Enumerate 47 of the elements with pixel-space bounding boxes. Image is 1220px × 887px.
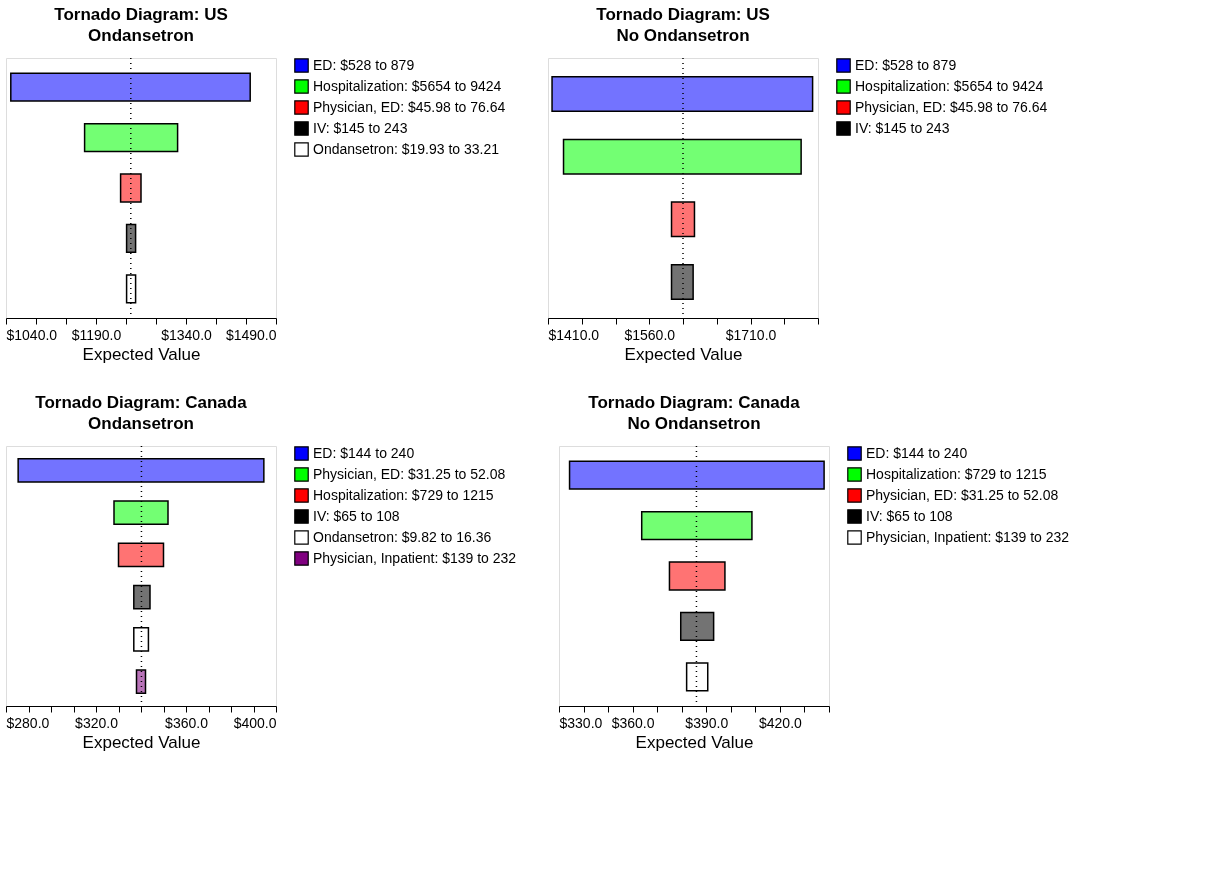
legend-label: Physician, ED: $45.98 to 76.64 [313, 98, 506, 115]
x-axis-title: Expected Value [624, 344, 743, 364]
legend-label: IV: $145 to 243 [855, 119, 950, 136]
legend-label: Physician, ED: $31.25 to 52.08 [313, 465, 506, 482]
x-tick-label: $1560.0 [624, 326, 676, 343]
legend-label: Hospitalization: $5654 to 9424 [313, 77, 502, 94]
legend-label: Ondansetron: $9.82 to 16.36 [313, 528, 492, 545]
x-tick-label: $1410.0 [548, 326, 600, 343]
legend-label: Hospitalization: $5654 to 9424 [855, 77, 1044, 94]
legend-label: ED: $144 to 240 [313, 444, 415, 461]
chart-subtitle: No Ondansetron [627, 414, 761, 434]
chart-subtitle: Ondansetron [88, 414, 194, 434]
x-axis-title: Expected Value [82, 344, 201, 364]
legend-label: IV: $65 to 108 [313, 507, 400, 524]
chart-title: Tornado Diagram: US [596, 5, 770, 25]
legend-label: Hospitalization: $729 to 1215 [313, 486, 494, 503]
chart-title: Tornado Diagram: Canada [35, 393, 248, 413]
x-tick-label: $360.0 [611, 714, 655, 731]
x-tick-label: $320.0 [75, 714, 119, 731]
x-tick-label: $330.0 [559, 714, 603, 731]
chart-title: Tornado Diagram: US [54, 5, 228, 25]
legend-label: ED: $528 to 879 [855, 56, 957, 73]
x-tick-label: $360.0 [165, 714, 209, 731]
legend-label: Physician, Inpatient: $139 to 232 [313, 549, 517, 566]
legend-label: Hospitalization: $729 to 1215 [866, 465, 1047, 482]
legend-label: Physician, ED: $45.98 to 76.64 [855, 98, 1048, 115]
x-tick-label: $1040.0 [6, 326, 58, 343]
legend-label: IV: $65 to 108 [866, 507, 953, 524]
chart-title: Tornado Diagram: Canada [588, 393, 801, 413]
chart-subtitle: No Ondansetron [616, 26, 750, 46]
x-tick-label: $280.0 [6, 714, 50, 731]
chart-subtitle: Ondansetron [88, 26, 194, 46]
x-tick-label: $1710.0 [725, 326, 777, 343]
x-tick-label: $1490.0 [225, 326, 277, 343]
x-tick-label: $1190.0 [71, 326, 122, 343]
x-tick-label: $400.0 [233, 714, 277, 731]
legend-label: Physician, Inpatient: $139 to 232 [866, 528, 1070, 545]
x-axis-title: Expected Value [635, 732, 754, 752]
x-tick-label: $390.0 [685, 714, 729, 731]
legend-label: ED: $144 to 240 [866, 444, 968, 461]
x-tick-label: $1340.0 [161, 326, 213, 343]
x-axis-title: Expected Value [82, 732, 201, 752]
legend-label: IV: $145 to 243 [313, 119, 408, 136]
legend-label: Ondansetron: $19.93 to 33.21 [313, 140, 500, 157]
legend-label: ED: $528 to 879 [313, 56, 415, 73]
x-tick-label: $420.0 [758, 714, 803, 731]
legend-label: Physician, ED: $31.25 to 52.08 [866, 486, 1059, 503]
